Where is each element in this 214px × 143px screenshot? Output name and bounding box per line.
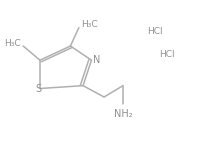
- Text: H₃C: H₃C: [4, 39, 21, 48]
- Text: S: S: [36, 84, 42, 94]
- Text: HCl: HCl: [159, 50, 175, 59]
- Text: NH₂: NH₂: [114, 109, 132, 119]
- Text: HCl: HCl: [147, 27, 162, 36]
- Text: H₃C: H₃C: [81, 20, 98, 29]
- Text: N: N: [93, 55, 100, 65]
